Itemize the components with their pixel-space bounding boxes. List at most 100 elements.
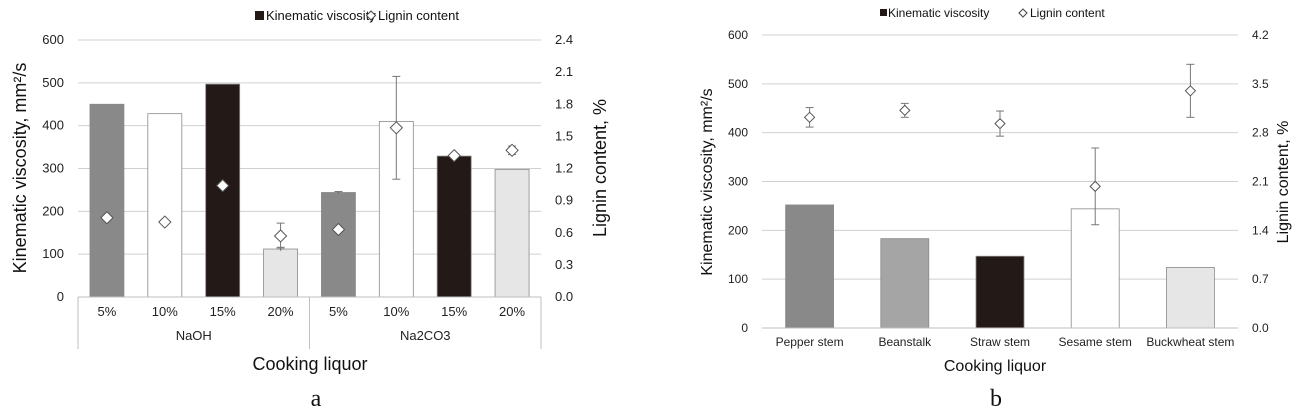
a-legend-bar-label: Kinematic viscosity — [266, 8, 376, 23]
bar-3 — [975, 255, 1025, 329]
x-tick-label: Buckwheat stem — [1146, 335, 1234, 349]
y-tick-label: 200 — [42, 203, 64, 218]
y2-tick-label: 0.0 — [1252, 321, 1269, 335]
bar-1 — [785, 204, 834, 329]
a-legend: Kinematic viscosity Lignin content — [255, 8, 459, 23]
y2-tick-label: 1.5 — [555, 128, 573, 143]
bar-8 — [494, 168, 530, 298]
y-tick-label: 600 — [728, 28, 748, 42]
x-tick-label: 5% — [329, 304, 348, 319]
a-y2-ticks: 0.0 0.3 0.6 0.9 1.2 1.5 1.8 2.1 2.4 — [555, 32, 573, 304]
x-tick-label: 15% — [210, 304, 236, 319]
lignin-marker-4 — [273, 229, 288, 243]
y2-tick-label: 0.7 — [1252, 272, 1269, 286]
bar-7 — [436, 155, 472, 298]
bar-5 — [321, 192, 356, 298]
y2-tick-label: 2.8 — [1252, 126, 1269, 140]
x-tick-label: Straw stem — [970, 335, 1030, 349]
x-tick-label: 20% — [499, 304, 525, 319]
a-y-axis-title: Kinematic viscosity, mm²/s — [10, 63, 30, 274]
lignin-marker-7 — [447, 148, 461, 163]
a-legend-bar-swatch — [255, 11, 264, 20]
y2-tick-label: 2.1 — [555, 64, 573, 79]
lignin-marker-5 — [1184, 85, 1197, 97]
b-x-ticks: Pepper stem Beanstalk Straw stem Sesame ste… — [776, 335, 1235, 349]
bar-2 — [880, 238, 930, 329]
x-tick-label: Beanstalk — [878, 335, 932, 349]
y-tick-label: 100 — [42, 246, 64, 261]
lignin-marker-2 — [158, 215, 172, 229]
lignin-marker-3 — [994, 117, 1006, 130]
a-bars — [89, 83, 530, 298]
lignin-marker-1 — [803, 111, 816, 124]
lignin-marker-4 — [1089, 180, 1101, 193]
bar-4 — [263, 248, 298, 298]
x-tick-label: Sesame stem — [1059, 335, 1132, 349]
lignin-marker-1 — [100, 211, 114, 225]
lignin-marker-2 — [899, 104, 911, 117]
lignin-marker-8 — [505, 143, 519, 158]
panel-b: 0 100 200 300 400 500 600 0.0 0.7 1.4 2.1 2.8 3.5 4.… — [699, 6, 1292, 412]
b-x-axis-title: Cooking liquor — [944, 358, 1047, 375]
y2-tick-label: 2.4 — [555, 32, 573, 47]
x-tick-label: 5% — [98, 304, 117, 319]
b-legend-marker-swatch — [1018, 8, 1028, 18]
y-tick-label: 600 — [42, 32, 64, 47]
a-panel-label: a — [311, 386, 322, 412]
a-legend-marker-swatch — [365, 10, 377, 21]
bar-1 — [89, 103, 125, 298]
y2-tick-label: 0.0 — [555, 289, 573, 304]
b-legend-bar-swatch — [880, 9, 887, 16]
y2-tick-label: 0.9 — [555, 193, 573, 208]
x-tick-label: 15% — [441, 304, 467, 319]
y2-tick-label: 4.2 — [1252, 28, 1269, 42]
y-tick-label: 0 — [57, 289, 64, 304]
b-y2-ticks: 0.0 0.7 1.4 2.1 2.8 3.5 4.2 — [1252, 28, 1269, 335]
panel-a: 0 100 200 300 400 500 600 0.0 0.3 0.6 0.9 1.2 1.5 1.… — [10, 8, 610, 412]
x-tick-label: 10% — [383, 304, 409, 319]
y2-tick-label: 3.5 — [1252, 77, 1269, 91]
y2-tick-label: 0.6 — [555, 225, 573, 240]
y2-tick-label: 0.3 — [555, 257, 573, 272]
y2-tick-label: 1.8 — [555, 96, 573, 111]
b-markers — [803, 63, 1197, 226]
y-tick-label: 400 — [42, 118, 64, 133]
b-y-ticks: 0 100 200 300 400 500 600 — [728, 28, 748, 335]
a-y-ticks: 0 100 200 300 400 500 600 — [42, 32, 64, 304]
a-markers — [100, 75, 519, 250]
y-tick-label: 200 — [728, 223, 748, 237]
group-label: NaOH — [176, 328, 212, 343]
lignin-marker-5 — [331, 222, 346, 237]
b-legend-bar-label: Kinematic viscosity — [888, 6, 989, 20]
x-tick-label: 20% — [268, 304, 294, 319]
y2-tick-label: 2.1 — [1252, 175, 1269, 189]
a-x-axis-title: Cooking liquor — [252, 354, 367, 374]
y2-tick-label: 1.2 — [555, 161, 573, 176]
a-legend-marker-label: Lignin content — [378, 8, 459, 23]
y-tick-label: 300 — [42, 161, 64, 176]
y-tick-label: 300 — [728, 175, 748, 189]
b-y-axis-title: Kinematic viscosity, mm²/s — [699, 88, 716, 275]
b-y2-axis-title: Lignin content, % — [1275, 121, 1292, 244]
a-x-ticks: 5% 10% 15% 20% 5% 10% 15% 20% NaOH Na2CO3 — [98, 304, 526, 343]
y-tick-label: 100 — [728, 272, 748, 286]
b-panel-label: b — [990, 386, 1002, 412]
b-bars — [785, 204, 1215, 329]
group-label: Na2CO3 — [400, 328, 451, 343]
bar-2 — [147, 113, 183, 298]
lignin-marker-3 — [215, 178, 230, 193]
lignin-marker-6 — [389, 121, 404, 135]
y-tick-label: 400 — [728, 126, 748, 140]
x-tick-label: 10% — [152, 304, 178, 319]
y-tick-label: 500 — [728, 77, 748, 91]
bar-5 — [1166, 267, 1215, 329]
b-legend-marker-label: Lignin content — [1030, 6, 1105, 20]
bar-4 — [1070, 208, 1120, 329]
b-legend: Kinematic viscosity Lignin content — [880, 6, 1105, 20]
y-tick-label: 0 — [741, 321, 748, 335]
a-y2-axis-title: Lignin content, % — [590, 99, 610, 237]
y2-tick-label: 1.4 — [1252, 223, 1269, 237]
y-tick-label: 500 — [42, 75, 64, 90]
a-axes — [77, 296, 542, 349]
